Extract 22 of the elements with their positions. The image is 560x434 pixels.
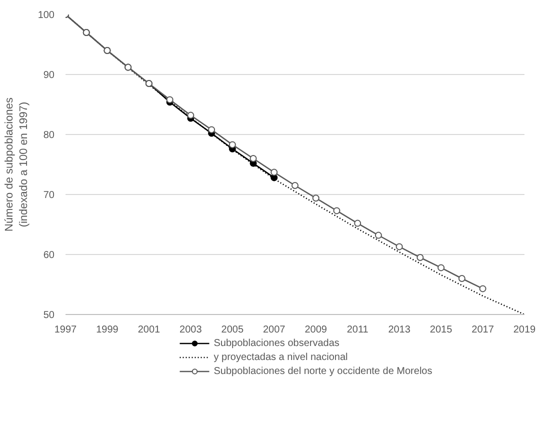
x-tick-label: 2015 [430, 324, 453, 336]
legend-label: Subpoblaciones observadas [214, 337, 340, 349]
x-tick-label: 1999 [96, 324, 119, 336]
x-tick-label: 2013 [388, 324, 411, 336]
x-tick-label: 2011 [346, 324, 369, 336]
x-tick-label: 2001 [138, 324, 161, 336]
x-tick-label: 2019 [513, 324, 536, 336]
y-tick-label: 100 [38, 10, 55, 21]
x-tick-label: 2009 [304, 324, 328, 336]
y-axis-title: Número de subpoblaciones (indexado a 100 en 1997) [3, 97, 30, 232]
y-tick-label: 80 [43, 130, 55, 141]
y-tick-label: 90 [43, 70, 55, 81]
legend-label: y proyectadas a nivel nacional [214, 351, 348, 363]
x-tick-label: 2007 [263, 324, 286, 336]
y-tick-label: 60 [43, 250, 55, 261]
x-tick-label: 2017 [472, 324, 494, 336]
x-tick-label: 2003 [180, 324, 202, 336]
y-tick-label: 50 [43, 310, 55, 321]
legend-label: Subpoblaciones del norte y occidente de Morelos [214, 365, 432, 377]
y-tick-label: 70 [43, 190, 55, 201]
x-tick-label: 2005 [221, 324, 244, 336]
x-tick-label: 1997 [54, 324, 78, 336]
